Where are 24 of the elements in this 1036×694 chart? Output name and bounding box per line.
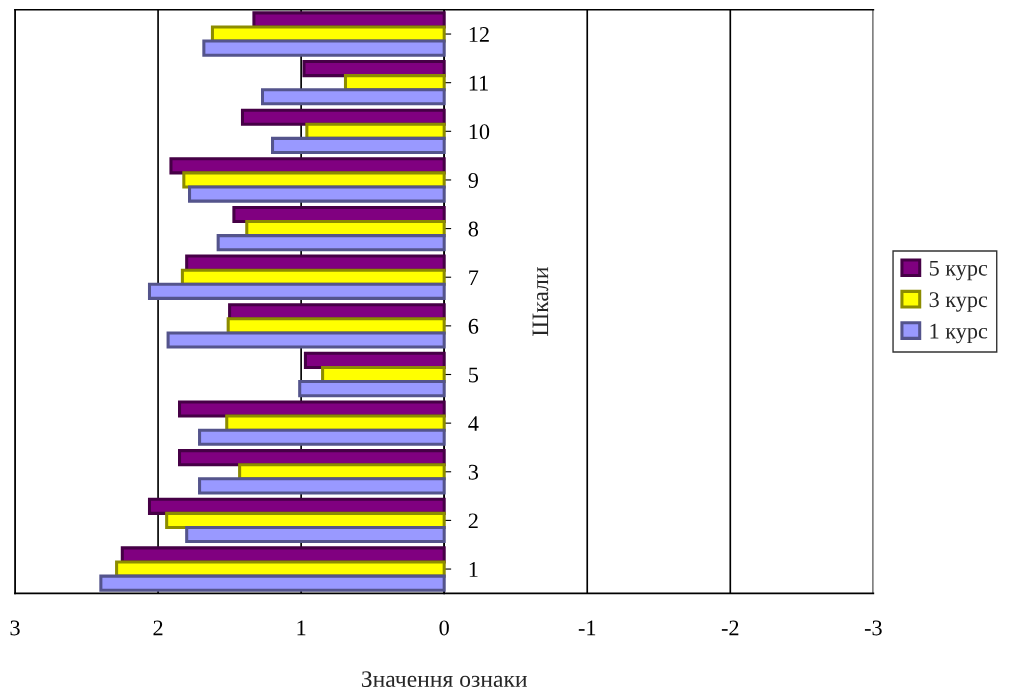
x-tick-label: -2 xyxy=(721,620,739,636)
x-axis-title: Значення ознаки xyxy=(361,671,527,688)
y-axis-title: Шкали xyxy=(532,267,549,336)
legend-label: 5 курс xyxy=(929,260,988,281)
y-tick-label: 1 xyxy=(469,562,478,577)
y-tick-label: 11 xyxy=(469,75,488,91)
legend-label: 3 курс xyxy=(929,292,988,312)
y-tick-label: 8 xyxy=(468,221,479,237)
y-tick-label: 9 xyxy=(468,172,478,188)
y-tick-label: 2 xyxy=(468,513,478,529)
y-tick-label: 10 xyxy=(469,124,490,140)
y-tick-label: 7 xyxy=(469,270,479,285)
legend-label: 1 курс xyxy=(930,323,988,344)
y-tick-label: 4 xyxy=(468,416,479,431)
y-tick-label: 3 xyxy=(468,464,479,480)
x-tick-label: 3 xyxy=(10,620,20,636)
x-tick-label: -3 xyxy=(864,620,882,636)
y-tick-label: 6 xyxy=(468,318,479,334)
y-tick-label: 12 xyxy=(469,27,489,42)
y-tick-label: 5 xyxy=(469,367,479,383)
x-tick-label: 2 xyxy=(153,620,163,636)
x-tick-label: 0 xyxy=(439,620,449,636)
x-tick-label: 1 xyxy=(297,620,306,636)
x-tick-label: -1 xyxy=(578,620,596,636)
